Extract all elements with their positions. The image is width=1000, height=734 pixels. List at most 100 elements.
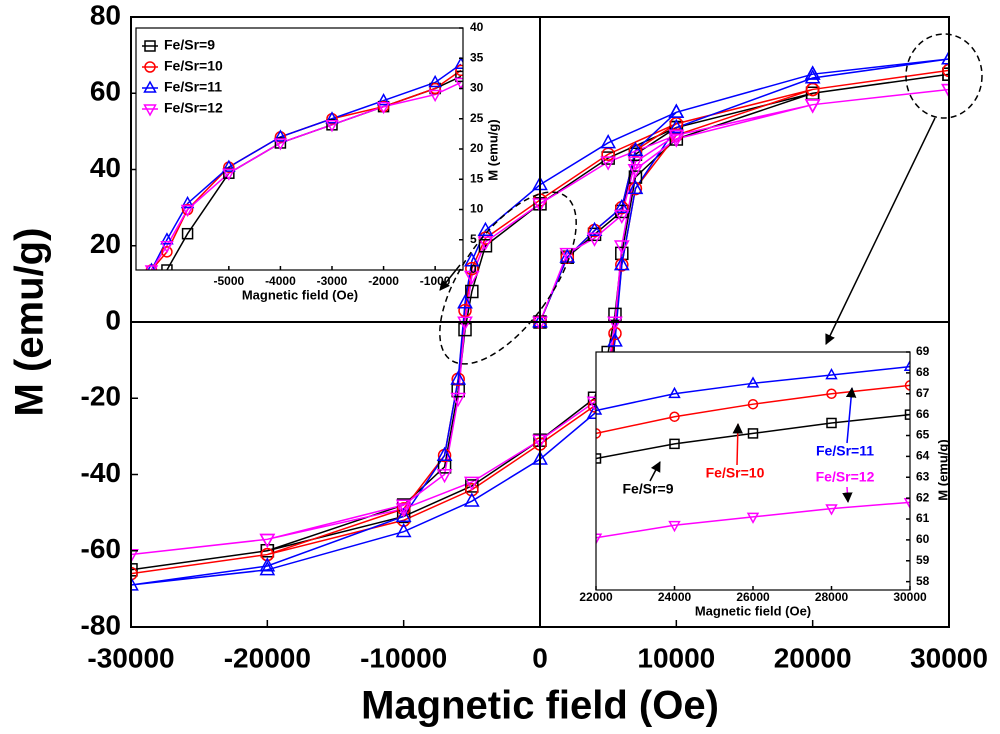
marker (161, 246, 173, 258)
marker (825, 368, 838, 380)
x-axis-label: Magnetic field (Oe) (242, 287, 358, 302)
marker (825, 504, 838, 516)
annotation-arrow (842, 486, 853, 504)
marker (613, 256, 630, 271)
series-line (131, 88, 949, 556)
x-tick-label: -3000 (317, 274, 348, 288)
plot-area (596, 359, 910, 545)
marker (613, 240, 630, 255)
marker (131, 576, 139, 591)
y-tick-label: -40 (81, 457, 121, 488)
legend-label: Fe/Sr=9 (164, 37, 215, 53)
marker (746, 512, 760, 524)
y-tick-label: -60 (81, 533, 121, 564)
marker (457, 316, 473, 331)
marker (668, 118, 685, 134)
y-tick-label: 15 (470, 171, 484, 185)
marker (668, 133, 685, 148)
marker (455, 64, 463, 77)
marker (455, 70, 463, 83)
marker (436, 446, 453, 461)
marker (600, 156, 617, 171)
x-tick-label: 26000 (736, 590, 770, 604)
legend-marker (143, 104, 157, 117)
x-tick-label: -30000 (87, 642, 174, 673)
marker (627, 179, 644, 195)
y-tick-label: 20 (470, 141, 484, 155)
y-tick-label: 67 (916, 386, 930, 400)
y-tick-label: 61 (916, 511, 930, 525)
x-tick-label: 10000 (637, 642, 715, 673)
marker (804, 99, 821, 114)
marker (608, 307, 622, 322)
y-tick-label: -20 (81, 381, 121, 412)
y-tick-label: 0 (105, 304, 121, 335)
marker (465, 284, 479, 299)
marker (273, 138, 288, 151)
marker (458, 322, 472, 337)
series-line (596, 501, 910, 539)
marker (463, 492, 480, 507)
x-tick-label: -10000 (360, 642, 447, 673)
marker (668, 520, 681, 533)
y-tick-label: 58 (916, 574, 930, 588)
marker (429, 82, 441, 95)
x-tick-label: -20000 (224, 642, 311, 673)
x-tick-label: 30000 (910, 642, 988, 673)
marker (325, 120, 339, 133)
inset-chart: -5000 -4000 -3000 -2000 -1000051015202530354… (135, 20, 500, 302)
marker (260, 544, 275, 558)
marker (160, 232, 174, 245)
series-annotation: Fe/Sr=12 (816, 469, 875, 485)
marker (395, 522, 412, 538)
series-annotation: Fe/Sr=9 (623, 481, 674, 497)
y-tick-label: 40 (470, 20, 484, 34)
x-tick-label: 22000 (579, 590, 613, 604)
marker (627, 163, 644, 179)
marker (436, 468, 453, 484)
x-axis-label: Magnetic field (Oe) (695, 603, 811, 618)
overlay (439, 33, 983, 365)
marker (607, 332, 623, 347)
y-tick-label: -80 (81, 609, 121, 640)
marker (260, 547, 275, 562)
y-tick-label: 60 (90, 76, 121, 107)
marker (259, 533, 276, 549)
marker (222, 168, 236, 181)
marker (395, 503, 412, 518)
marker (477, 236, 494, 251)
y-tick-label: 59 (916, 553, 930, 567)
y-axis-label: M (emu/g) (485, 119, 500, 180)
marker (454, 56, 463, 70)
marker (160, 241, 174, 254)
marker (596, 403, 603, 415)
marker (826, 417, 837, 429)
inset-chart: 22000 24000 26000 28000 30000 58 59 60 61 62 63 64 6… (579, 344, 950, 618)
marker (668, 386, 681, 399)
marker (463, 270, 480, 286)
legend-marker (144, 40, 156, 52)
marker (600, 134, 617, 149)
y-tick-label: 5 (470, 232, 477, 246)
legend-label: Fe/Sr=10 (164, 58, 223, 74)
marker (450, 370, 467, 385)
marker (903, 497, 910, 510)
x-tick-label: 24000 (658, 590, 692, 604)
y-tick-label: 63 (916, 469, 930, 483)
marker (586, 232, 603, 247)
marker (668, 129, 685, 144)
marker (942, 67, 949, 81)
series-line (150, 81, 462, 270)
zoom-ellipse (439, 191, 577, 365)
marker (903, 359, 910, 371)
x-tick-label: 0 (532, 642, 548, 673)
marker (376, 101, 391, 115)
x-tick-label: 20000 (774, 642, 852, 673)
y-tick-label: 30 (470, 81, 484, 95)
y-tick-label: 69 (916, 344, 930, 358)
marker (904, 380, 910, 391)
marker (457, 294, 473, 309)
marker (450, 392, 467, 408)
marker (942, 63, 949, 78)
y-tick-label: 35 (470, 50, 484, 64)
